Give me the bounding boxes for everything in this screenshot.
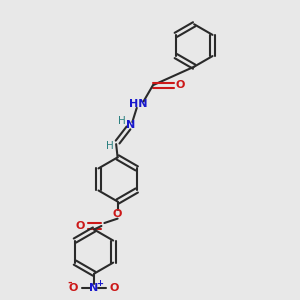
Text: H: H <box>118 116 125 126</box>
Text: O: O <box>110 284 119 293</box>
Text: H: H <box>106 141 113 151</box>
Text: O: O <box>113 209 122 219</box>
Text: +: + <box>96 279 103 288</box>
Text: -: - <box>67 278 72 288</box>
Text: O: O <box>175 80 185 90</box>
Text: N: N <box>89 284 99 293</box>
Text: N: N <box>126 120 136 130</box>
Text: O: O <box>69 284 78 293</box>
Text: O: O <box>75 221 85 231</box>
Text: HN: HN <box>129 99 148 110</box>
